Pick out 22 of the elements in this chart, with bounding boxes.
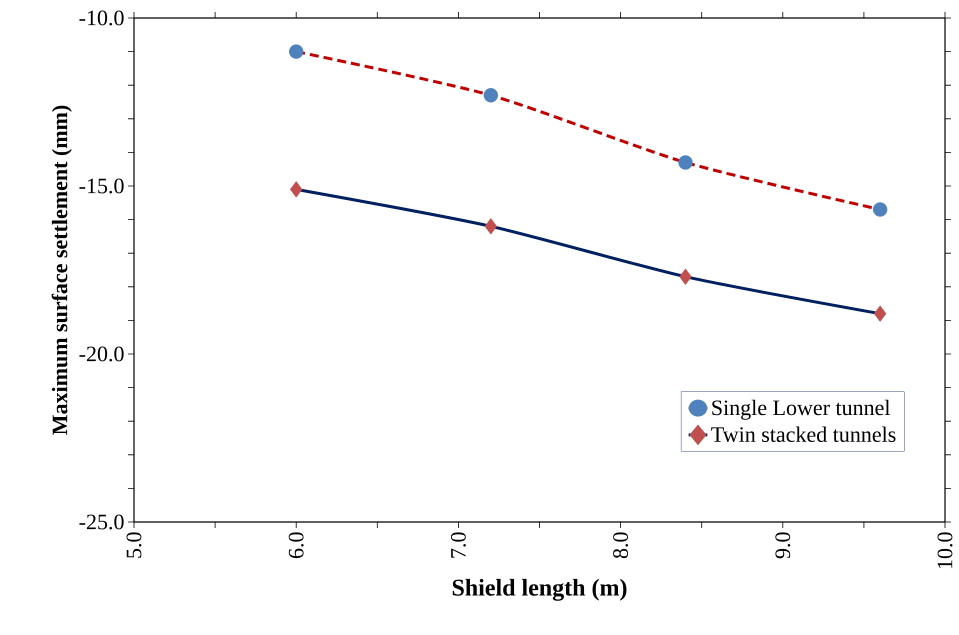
y-tick-label: -15.0 [79, 178, 124, 194]
point [484, 218, 498, 235]
x-tick-label: 7.0 [450, 532, 466, 558]
legend-label: Twin stacked tunnels [711, 426, 896, 442]
y-axis-title: Maximum surface settlement (mm) [52, 106, 72, 435]
point [290, 181, 302, 198]
y-tick-label: -25.0 [79, 514, 124, 530]
x-axis-title: Shield length (m) [452, 578, 626, 601]
x-tick-label: 9.0 [775, 532, 790, 558]
x-tick-label: 6.0 [288, 532, 304, 558]
point [874, 305, 886, 322]
point [872, 202, 888, 217]
point [679, 268, 692, 285]
point [484, 88, 498, 102]
x-tick-label: 8.0 [613, 532, 628, 558]
point [289, 44, 304, 59]
y-tick-label: -10.0 [79, 10, 124, 26]
y-tick-label: -20.0 [79, 346, 124, 362]
x-tick-label: 5.0 [126, 532, 142, 558]
point [678, 155, 693, 170]
legend-label: Single Lower tunnel [712, 400, 890, 420]
x-tick-label: 10.0 [938, 532, 952, 568]
